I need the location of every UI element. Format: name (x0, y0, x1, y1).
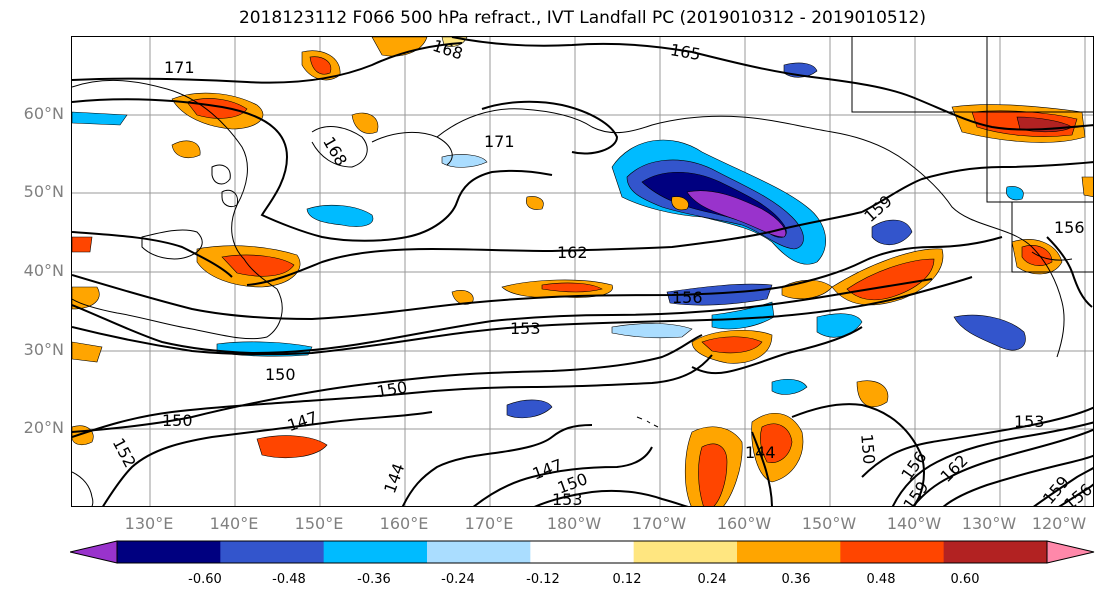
refractivity-contours (72, 37, 1093, 506)
lon-label-120w: 120°W (1031, 514, 1087, 533)
contour-label: 144 (745, 443, 776, 462)
colorbar-tick-label: -0.60 (188, 572, 222, 587)
contour-label: 162 (557, 243, 588, 262)
positive-anomaly-shading (72, 37, 1093, 506)
lon-label-150e: 150°E (294, 514, 344, 533)
colorbar-segments (117, 541, 1048, 563)
contour-label: 168 (319, 133, 351, 169)
contour-label-group: 171 168 165 168 171 162 159 156 156 153 … (109, 37, 1093, 507)
contour-label: 156 (897, 448, 930, 484)
colorbar-outline (116, 540, 1048, 564)
contour-label: 150 (375, 377, 408, 401)
colorbar-tick-label: 0.36 (781, 572, 811, 587)
lon-label-150w: 150°W (801, 514, 857, 533)
contour-label: 150 (857, 433, 879, 465)
map-title: 2018123112 F066 500 hPa refract., IVT La… (238, 8, 926, 28)
contour-label: 156 (672, 288, 703, 307)
contour-label: 153 (1014, 412, 1045, 431)
colorbar-segment (737, 541, 841, 563)
colorbar-segment (323, 541, 428, 563)
lat-label-50n: 50°N (23, 182, 64, 201)
colorbar-segment (530, 541, 635, 563)
colorbar-tick-label: -0.12 (526, 572, 560, 587)
colorbar-segment (943, 541, 1048, 563)
contour-label: 150 (162, 411, 193, 430)
contour-label: 147 (285, 408, 320, 436)
colorbar-left-extend (70, 540, 118, 564)
colorbar-tick-label: 0.24 (697, 572, 727, 587)
contour-label: 171 (484, 132, 515, 151)
lat-label-20n: 20°N (23, 418, 64, 437)
colorbar-segment (840, 541, 945, 563)
colorbar-tick-label: 0.48 (866, 572, 896, 587)
contour-label: 156 (1054, 218, 1085, 237)
map-canvas: 171 168 165 168 171 162 159 156 156 153 … (72, 37, 1093, 507)
contour-label: 144 (380, 461, 408, 496)
contour-label: 171 (164, 58, 195, 77)
coastlines (72, 37, 1093, 506)
colorbar-tick-label: -0.48 (272, 572, 306, 587)
lon-label-170e: 170°E (464, 514, 514, 533)
colorbar-right-extend (1046, 540, 1095, 564)
contour-label: 153 (552, 490, 583, 507)
colorbar-segment (117, 541, 221, 563)
colorbar-tick-label: 0.60 (950, 572, 980, 587)
map-panel: 171 168 165 168 171 162 159 156 156 153 … (71, 36, 1094, 507)
negative-anomaly-shading (72, 62, 1026, 419)
contour-label: 153 (510, 319, 541, 338)
colorbar-tick-label: 0.12 (612, 572, 642, 587)
lat-label-60n: 60°N (23, 104, 64, 123)
colorbar-segment (427, 541, 531, 563)
lon-label-160e: 160°E (379, 514, 429, 533)
lon-label-130w: 130°W (961, 514, 1017, 533)
colorbar-tick-label: -0.36 (357, 572, 391, 587)
contour-label: 159 (899, 478, 932, 507)
lon-label-180w: 180°W (546, 514, 602, 533)
lon-label-130e: 130°E (124, 514, 174, 533)
colorbar-segment (633, 541, 738, 563)
colorbar (70, 540, 1095, 564)
colorbar-tick-label: -0.24 (441, 572, 475, 587)
lon-label-170w: 170°W (631, 514, 687, 533)
contour-label: 150 (265, 365, 296, 384)
colorbar-segment (220, 541, 325, 563)
lon-label-160w: 160°W (716, 514, 772, 533)
lat-label-30n: 30°N (23, 340, 64, 359)
lon-label-140w: 140°W (886, 514, 942, 533)
lat-label-40n: 40°N (23, 261, 64, 280)
contour-label: 165 (669, 40, 702, 64)
lon-label-140e: 140°E (209, 514, 259, 533)
